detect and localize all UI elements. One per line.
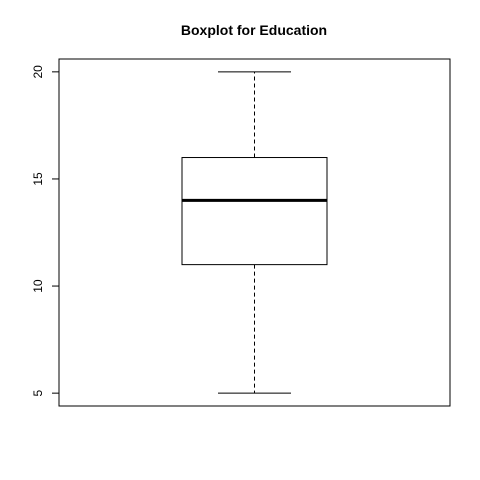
y-tick-label: 5 [31,389,45,396]
y-tick-label: 20 [31,65,45,79]
boxplot-marks [181,71,328,394]
y-tick-label: 10 [31,279,45,293]
y-axis-ticks: 5 10 15 20 [31,65,59,396]
chart-title: Boxplot for Education [181,22,327,38]
y-tick-label: 15 [31,172,45,186]
iqr-box [181,157,328,266]
